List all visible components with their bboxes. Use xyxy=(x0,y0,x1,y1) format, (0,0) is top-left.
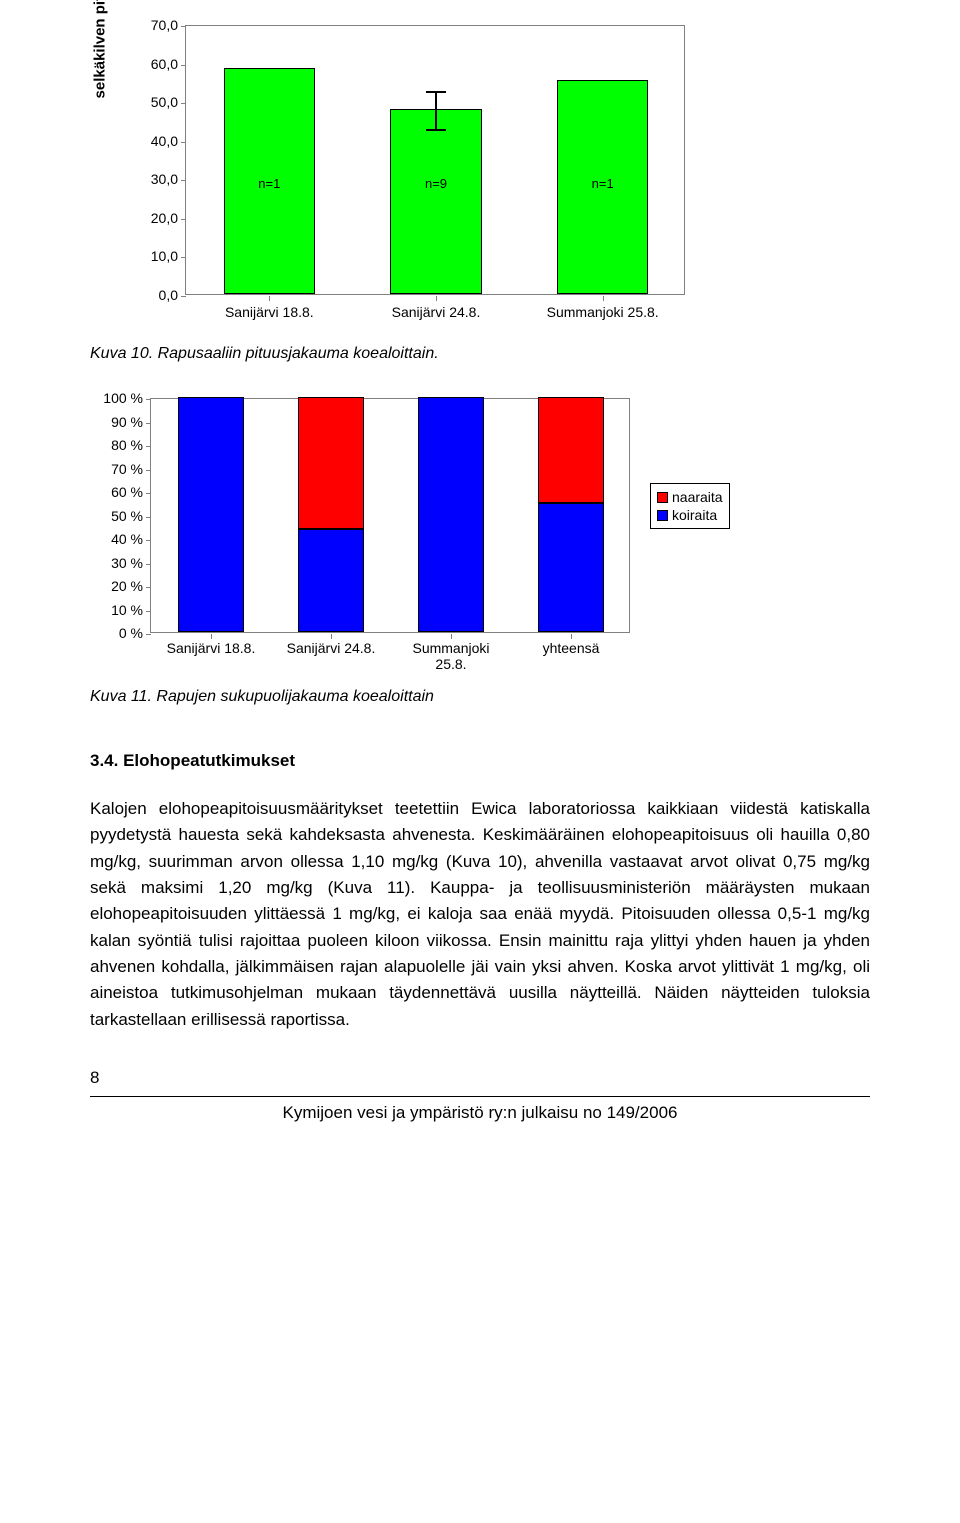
y-tick-label: 0,0 xyxy=(128,287,178,303)
y-tick-label: 40,0 xyxy=(128,133,178,149)
stacked-segment xyxy=(418,397,484,632)
x-category-label: Summanjoki 25.8. xyxy=(391,640,511,672)
section-heading: 3.4. Elohopeatutkimukset xyxy=(90,751,870,771)
y-tick-label: 30 % xyxy=(88,555,143,571)
stacked-bar xyxy=(298,397,364,632)
figure-caption-11: Kuva 11. Rapujen sukupuolijakauma koealo… xyxy=(90,688,870,706)
stacked-bar-chart-sex: 0 % 10 % 20 % 30 % 40 % 50 % 60 % 70 % 80 % 90 % 1… xyxy=(90,393,810,673)
legend-swatch-naaraita xyxy=(657,492,668,503)
y-tick-label: 70 % xyxy=(88,461,143,477)
bar-n-label: n=1 xyxy=(258,176,280,191)
y-tick-label: 20 % xyxy=(88,578,143,594)
y-tick-label: 60,0 xyxy=(128,56,178,72)
bar-n-label: n=9 xyxy=(425,176,447,191)
y-tick-label: 20,0 xyxy=(128,210,178,226)
plot-area-2: 0 %10 %20 %30 %40 %50 %60 %70 %80 %90 %1… xyxy=(150,398,630,633)
legend-item-naaraita: naaraita xyxy=(657,489,723,505)
y-tick-label: 100 % xyxy=(88,390,143,406)
legend-label: koiraita xyxy=(672,507,717,523)
body-paragraph: Kalojen elohopeapitoisuusmääritykset tee… xyxy=(90,796,870,1033)
section-number: 3.4. xyxy=(90,751,118,770)
y-tick-label: 0 % xyxy=(88,625,143,641)
stacked-segment xyxy=(298,529,364,632)
x-category-label: Sanijärvi 18.8. xyxy=(151,640,271,656)
y-tick-label: 50 % xyxy=(88,508,143,524)
bar-chart-length: selkäkilven pituus (mm) 0,010,020,030,04… xyxy=(110,20,710,330)
x-category-label: Sanijärvi 24.8. xyxy=(353,304,520,320)
y-tick-label: 30,0 xyxy=(128,171,178,187)
y-tick-label: 50,0 xyxy=(128,94,178,110)
stacked-segment xyxy=(538,397,604,503)
error-bar xyxy=(435,92,437,131)
y-tick-label: 40 % xyxy=(88,531,143,547)
stacked-bar xyxy=(418,397,484,632)
y-tick-label: 10,0 xyxy=(128,248,178,264)
y-tick-label: 90 % xyxy=(88,414,143,430)
legend-label: naaraita xyxy=(672,489,723,505)
x-category-label: Sanijärvi 18.8. xyxy=(186,304,353,320)
y-tick-label: 60 % xyxy=(88,484,143,500)
bar-n-label: n=1 xyxy=(592,176,614,191)
plot-area-1: 0,010,020,030,040,050,060,070,0n=1Sanijä… xyxy=(185,25,685,295)
y-tick-label: 70,0 xyxy=(128,17,178,33)
legend: naaraita koiraita xyxy=(650,483,730,529)
x-category-label: Sanijärvi 24.8. xyxy=(271,640,391,656)
page-number: 8 xyxy=(90,1068,870,1088)
x-category-label: yhteensä xyxy=(511,640,631,656)
stacked-bar xyxy=(178,397,244,632)
y-tick-label: 80 % xyxy=(88,437,143,453)
legend-item-koiraita: koiraita xyxy=(657,507,723,523)
figure-caption-10: Kuva 10. Rapusaaliin pituusjakauma koeal… xyxy=(90,345,870,363)
section-name: Elohopeatutkimukset xyxy=(123,751,295,770)
publication-footer: Kymijoen vesi ja ympäristö ry:n julkaisu… xyxy=(90,1096,870,1123)
x-category-label: Summanjoki 25.8. xyxy=(519,304,686,320)
bar xyxy=(390,109,482,294)
stacked-bar xyxy=(538,397,604,632)
y-axis-label: selkäkilven pituus (mm) xyxy=(92,0,109,98)
error-cap xyxy=(426,129,446,131)
y-tick-label: 10 % xyxy=(88,602,143,618)
stacked-segment xyxy=(538,503,604,632)
stacked-segment xyxy=(178,397,244,632)
error-cap xyxy=(426,91,446,93)
legend-swatch-koiraita xyxy=(657,510,668,521)
stacked-segment xyxy=(298,397,364,529)
